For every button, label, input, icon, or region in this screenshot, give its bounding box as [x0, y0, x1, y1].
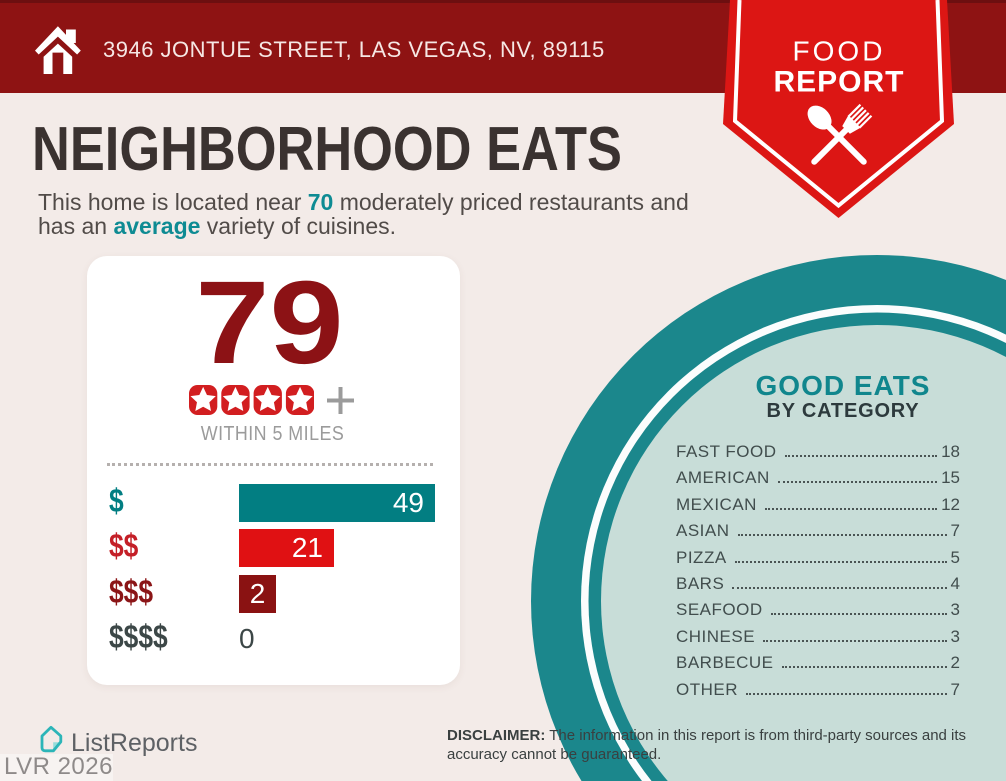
svg-text:REPORT: REPORT — [773, 66, 904, 99]
svg-text:FOOD: FOOD — [793, 36, 886, 67]
